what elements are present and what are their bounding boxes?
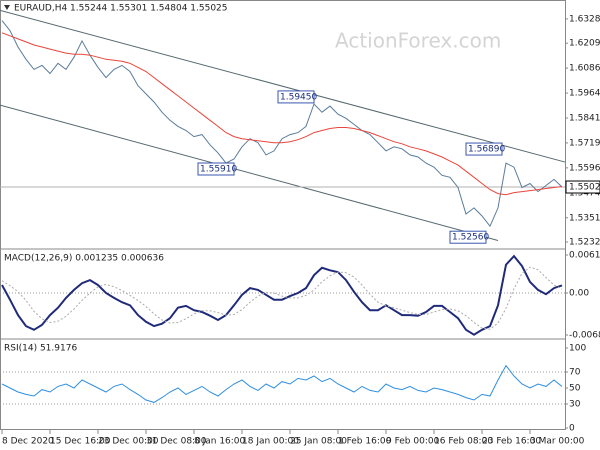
price-label-box [197,162,235,176]
y-tick-label: 30 [569,400,581,410]
y-tick-label: 1.63280 [569,14,600,24]
watermark: ActionForex.com [335,29,501,53]
y-tick-label: 1.59640 [569,89,600,99]
x-tick-label: 23 Feb 16:00 [482,437,541,447]
y-tick-label: -0.006837 [569,330,600,340]
y-tick-label: 1.58415 [569,113,600,123]
x-tick-label: 25 Jan 08:00 [290,437,347,447]
frame [0,0,566,430]
y-tick-label: 1.60865 [569,64,600,74]
y-tick-label: 0 [569,424,575,434]
panel-title: MACD(12,26,9) 0.001235 0.000636 [4,254,164,264]
panel-title: EURAUD,H4 1.55244 1.55301 1.54804 1.5502… [14,4,228,14]
y-tick-label: 1.55965 [569,163,600,173]
y-tick-label: 1.52325 [569,237,600,247]
x-tick-label: 3 Mar 00:00 [530,437,585,447]
y-tick-label: 50 [569,384,581,394]
y-tick-label: 1.53515 [569,213,600,223]
x-tick-label: 23 Dec 00:00 [98,437,159,447]
price-label: 1.52560 [452,233,489,243]
price-label-box [465,142,503,156]
panel-title: RSI(14) 51.9176 [4,344,77,354]
current-price-label: 1.55025 [569,183,600,193]
x-tick-label: 8 Jan 16:00 [194,437,246,447]
price-label: 1.56890 [468,145,505,155]
series-line [1,20,563,228]
price-label-box [277,90,315,104]
price-label-box [449,230,487,244]
trend-line [0,9,566,163]
x-tick-label: 1 Feb 16:00 [338,437,392,447]
y-tick-label: 0.00 [569,288,589,298]
x-tick-label: 16 Feb 08:00 [434,437,493,447]
y-tick-label: 0.006184 [569,251,600,261]
y-tick-label: 70 [569,368,581,378]
x-tick-label: 31 Dec 08:00 [146,437,207,447]
series-line [1,32,563,196]
series-line [1,266,563,330]
title-marker [4,5,10,10]
series-line [1,254,563,336]
x-tick-label: 8 Dec 2020 [2,437,54,447]
x-tick-label: 15 Dec 16:00 [50,437,111,447]
y-tick-label: 100 [569,344,586,354]
y-tick-label: 1.62090 [569,39,600,49]
trend-line [0,104,499,241]
series-line [1,364,563,403]
x-tick-label: 9 Feb 00:00 [386,437,440,447]
y-tick-label: 1.57190 [569,138,600,148]
price-label: 1.55910 [200,164,237,174]
x-tick-label: 18 Jan 00:00 [242,437,299,447]
price-label: 1.59450 [280,92,317,102]
current-price-box [565,180,600,194]
